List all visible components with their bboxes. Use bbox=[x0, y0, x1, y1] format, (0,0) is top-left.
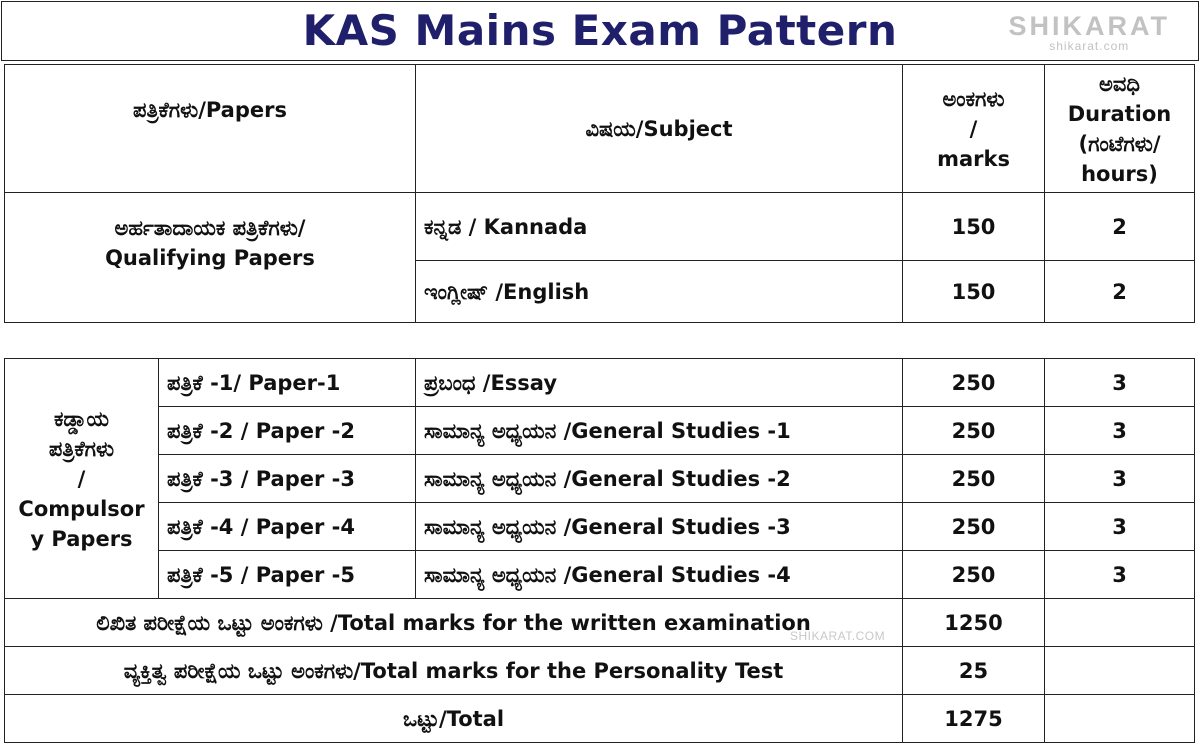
header-duration-line3: (ಗಂಟೆಗಳು/ bbox=[1078, 131, 1161, 156]
table-row: ಕಡ್ಡಾಯ ಪತ್ರಿಕೆಗಳು / Compulsor y Papers ಪ… bbox=[4, 358, 1195, 599]
header-duration-line4: hours) bbox=[1081, 161, 1158, 186]
table-row: ಪತ್ರಿಕೆ -3 / Paper -3 ಸಾಮಾನ್ಯ ಅಧ್ಯಯನ /Ge… bbox=[5, 454, 1195, 503]
marks-cell: 250 bbox=[902, 406, 1045, 455]
duration-cell: 2 bbox=[1044, 192, 1195, 261]
duration-cell: 3 bbox=[1044, 502, 1195, 551]
compulsory-label-line2: ಪತ್ರಿಕೆಗಳು bbox=[48, 436, 115, 461]
subject-cell: ಕನ್ನಡ / Kannada bbox=[415, 192, 903, 261]
duration-cell: 2 bbox=[1044, 260, 1195, 323]
empty-duration-cell bbox=[1044, 646, 1195, 695]
header-marks-line2: / bbox=[969, 116, 978, 141]
page-title: KAS Mains Exam Pattern bbox=[302, 6, 898, 55]
header-marks-line3: marks bbox=[937, 146, 1010, 171]
total-row-personality: ವ್ಯಕ್ತಿತ್ವ ಪರೀಕ್ಷೆಯ ಒಟ್ಟು ಅಂಕಗಳು/Total m… bbox=[4, 646, 1195, 695]
qualifying-papers-label: ಅರ್ಹತಾದಾಯಕ ಪತ್ರಿಕೆಗಳು/ Qualifying Papers bbox=[4, 192, 416, 323]
total-row-written: ಲಿಖಿತ ಪರೀಕ್ಷೆಯ ಒಟ್ಟು ಅಂಕಗಳು /Total marks… bbox=[4, 598, 1195, 647]
subject-cell: ಸಾಮಾನ್ಯ ಅಧ್ಯಯನ /General Studies -2 bbox=[415, 454, 903, 503]
subject-cell: ಸಾಮಾನ್ಯ ಅಧ್ಯಯನ /General Studies -1 bbox=[415, 406, 903, 455]
subject-cell: ಇಂಗ್ಲೀಷ್ /English bbox=[415, 260, 903, 323]
table-header-row: ಪತ್ರಿಕೆಗಳು/Papers ವಿಷಯ/Subject ಅಂಕಗಳು / … bbox=[4, 64, 1195, 193]
header-papers: ಪತ್ರಿಕೆಗಳು/Papers bbox=[4, 64, 416, 193]
duration-cell: 3 bbox=[1044, 358, 1195, 407]
table-row: ಪತ್ರಿಕೆ -4 / Paper -4 ಸಾಮಾನ್ಯ ಅಧ್ಯಯನ /Ge… bbox=[5, 502, 1195, 551]
subject-cell: ಸಾಮಾನ್ಯ ಅಧ್ಯಯನ /General Studies -4 bbox=[415, 550, 903, 599]
header-duration: ಅವಧಿ Duration (ಗಂಟೆಗಳು/ hours) bbox=[1044, 64, 1195, 193]
paper-cell: ಪತ್ರಿಕೆ -3 / Paper -3 bbox=[158, 454, 416, 503]
total-personality-label: ವ್ಯಕ್ತಿತ್ವ ಪರೀಕ್ಷೆಯ ಒಟ್ಟು ಅಂಕಗಳು/Total m… bbox=[4, 646, 903, 695]
paper-cell: ಪತ್ರಿಕೆ -2 / Paper -2 bbox=[158, 406, 416, 455]
marks-cell: 250 bbox=[902, 454, 1045, 503]
grand-total-marks: 1275 bbox=[902, 694, 1045, 743]
header-duration-line1: ಅವಧಿ bbox=[1099, 71, 1140, 96]
qualifying-papers-table: ಪತ್ರಿಕೆಗಳು/Papers ವಿಷಯ/Subject ಅಂಕಗಳು / … bbox=[4, 64, 1195, 323]
brand-name: SHIKARAT bbox=[1008, 11, 1170, 41]
brand-logo: SHIKARAT shikarat.com bbox=[1009, 12, 1171, 53]
paper-cell: ಪತ್ರಿಕೆ -1/ Paper-1 bbox=[158, 358, 416, 407]
total-written-marks: 1250 bbox=[902, 598, 1045, 647]
total-written-label: ಲಿಖಿತ ಪರೀಕ್ಷೆಯ ಒಟ್ಟು ಅಂಕಗಳು /Total marks… bbox=[4, 598, 903, 647]
table-row: ಪತ್ರಿಕೆ -2 / Paper -2 ಸಾಮಾನ್ಯ ಅಧ್ಯಯನ /Ge… bbox=[5, 406, 1195, 455]
compulsory-label-line3: / bbox=[77, 466, 86, 491]
title-bar bbox=[1, 1, 1199, 61]
duration-cell: 3 bbox=[1044, 406, 1195, 455]
compulsory-label-line1: ಕಡ್ಡಾಯ bbox=[53, 406, 110, 431]
qualifying-label-line1: ಅರ್ಹತಾದಾಯಕ ಪತ್ರಿಕೆಗಳು/ bbox=[114, 216, 306, 240]
header-marks-line1: ಅಂಕಗಳು bbox=[942, 86, 1005, 111]
subject-cell: ಸಾಮಾನ್ಯ ಅಧ್ಯಯನ /General Studies -3 bbox=[415, 502, 903, 551]
empty-duration-cell bbox=[1044, 598, 1195, 647]
table-row: ಇಂಗ್ಲೀಷ್ /English 150 2 bbox=[5, 260, 1195, 323]
grand-total-label: ಒಟ್ಟು/Total bbox=[4, 694, 903, 743]
grand-total-row: ಒಟ್ಟು/Total 1275 bbox=[4, 694, 1195, 743]
brand-url: shikarat.com bbox=[1049, 39, 1130, 53]
compulsory-papers-table: ಕಡ್ಡಾಯ ಪತ್ರಿಕೆಗಳು / Compulsor y Papers ಪ… bbox=[4, 358, 1195, 743]
paper-cell: ಪತ್ರಿಕೆ -5 / Paper -5 bbox=[158, 550, 416, 599]
total-personality-marks: 25 bbox=[902, 646, 1045, 695]
header-marks: ಅಂಕಗಳು / marks bbox=[902, 64, 1045, 193]
marks-cell: 150 bbox=[902, 192, 1045, 261]
compulsory-label-line4: Compulsor bbox=[18, 496, 145, 521]
header-subject: ವಿಷಯ/Subject bbox=[415, 64, 903, 193]
marks-cell: 250 bbox=[902, 358, 1045, 407]
duration-cell: 3 bbox=[1044, 454, 1195, 503]
compulsory-papers-label: ಕಡ್ಡಾಯ ಪತ್ರಿಕೆಗಳು / Compulsor y Papers bbox=[4, 358, 159, 599]
watermark: SHIKARAT.COM bbox=[790, 629, 886, 643]
marks-cell: 150 bbox=[902, 260, 1045, 323]
table-row: ಪತ್ರಿಕೆ -5 / Paper -5 ಸಾಮಾನ್ಯ ಅಧ್ಯಯನ /Ge… bbox=[5, 550, 1195, 599]
paper-cell: ಪತ್ರಿಕೆ -4 / Paper -4 bbox=[158, 502, 416, 551]
marks-cell: 250 bbox=[902, 550, 1045, 599]
qualifying-label-line2: Qualifying Papers bbox=[105, 246, 315, 270]
compulsory-label-line5: y Papers bbox=[30, 526, 133, 551]
header-duration-line2: Duration bbox=[1067, 101, 1172, 126]
empty-duration-cell bbox=[1044, 694, 1195, 743]
subject-cell: ಪ್ರಬಂಧ /Essay bbox=[415, 358, 903, 407]
table-row: ಅರ್ಹತಾದಾಯಕ ಪತ್ರಿಕೆಗಳು/ Qualifying Papers… bbox=[4, 192, 1195, 323]
duration-cell: 3 bbox=[1044, 550, 1195, 599]
marks-cell: 250 bbox=[902, 502, 1045, 551]
